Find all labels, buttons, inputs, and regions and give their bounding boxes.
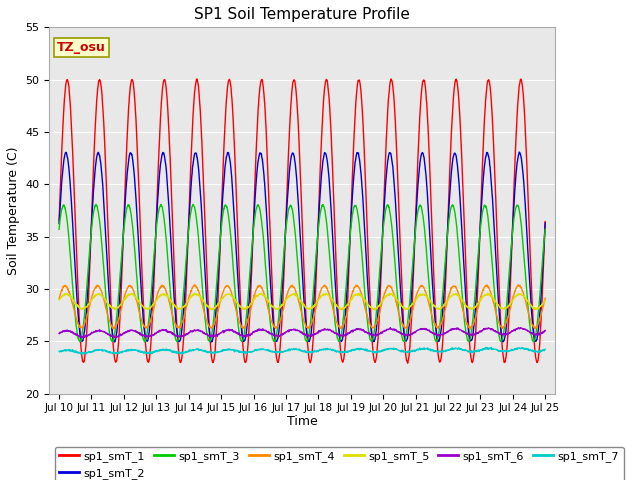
sp1_smT_3 — [141, 339, 148, 345]
sp1_smT_2 — [111, 339, 118, 345]
sp1_smT_5 — [417, 292, 424, 298]
sp1_smT_5 — [484, 290, 492, 296]
sp1_smT_6 — [289, 327, 297, 333]
Legend: sp1_smT_1, sp1_smT_2, sp1_smT_3, sp1_smT_4, sp1_smT_5, sp1_smT_6, sp1_smT_7: sp1_smT_1, sp1_smT_2, sp1_smT_3, sp1_smT… — [55, 447, 623, 480]
sp1_smT_7 — [77, 351, 84, 357]
sp1_smT_1 — [280, 279, 287, 285]
sp1_smT_1 — [417, 99, 424, 105]
sp1_smT_2 — [488, 184, 495, 190]
Line: sp1_smT_7: sp1_smT_7 — [59, 348, 545, 354]
sp1_smT_6 — [515, 325, 522, 331]
sp1_smT_7 — [289, 346, 297, 352]
sp1_smT_6 — [536, 331, 543, 336]
sp1_smT_4 — [109, 326, 117, 332]
sp1_smT_2 — [541, 220, 549, 226]
sp1_smT_6 — [132, 328, 140, 334]
sp1_smT_3 — [55, 227, 63, 232]
sp1_smT_5 — [131, 293, 139, 299]
sp1_smT_5 — [488, 293, 496, 299]
sp1_smT_4 — [488, 293, 495, 299]
Line: sp1_smT_1: sp1_smT_1 — [59, 79, 545, 363]
sp1_smT_7 — [488, 345, 495, 350]
sp1_smT_4 — [132, 293, 140, 299]
sp1_smT_4 — [536, 318, 543, 324]
sp1_smT_3 — [280, 246, 288, 252]
sp1_smT_7 — [280, 349, 288, 355]
sp1_smT_4 — [55, 295, 63, 301]
sp1_smT_7 — [132, 347, 140, 353]
sp1_smT_4 — [515, 282, 522, 288]
sp1_smT_1 — [131, 102, 139, 108]
sp1_smT_3 — [536, 298, 543, 303]
sp1_smT_1 — [536, 344, 543, 350]
sp1_smT_5 — [280, 301, 287, 307]
Text: TZ_osu: TZ_osu — [57, 41, 106, 54]
sp1_smT_6 — [541, 327, 549, 333]
sp1_smT_3 — [417, 203, 424, 209]
sp1_smT_1 — [289, 80, 296, 86]
Y-axis label: Soil Temperature (C): Soil Temperature (C) — [7, 146, 20, 275]
sp1_smT_5 — [371, 307, 378, 313]
X-axis label: Time: Time — [287, 415, 317, 428]
sp1_smT_2 — [289, 151, 297, 156]
sp1_smT_4 — [541, 295, 549, 301]
sp1_smT_6 — [55, 331, 63, 336]
sp1_smT_5 — [289, 292, 296, 298]
sp1_smT_2 — [132, 186, 140, 192]
sp1_smT_3 — [189, 202, 197, 207]
sp1_smT_5 — [536, 304, 543, 310]
sp1_smT_1 — [488, 108, 496, 114]
sp1_smT_4 — [280, 304, 288, 310]
sp1_smT_6 — [280, 331, 288, 336]
sp1_smT_2 — [515, 149, 523, 155]
sp1_smT_5 — [541, 298, 549, 303]
sp1_smT_1 — [404, 360, 412, 366]
sp1_smT_6 — [488, 326, 495, 332]
sp1_smT_3 — [541, 227, 549, 232]
sp1_smT_2 — [280, 258, 288, 264]
Line: sp1_smT_4: sp1_smT_4 — [59, 285, 545, 329]
sp1_smT_4 — [289, 284, 297, 290]
sp1_smT_1 — [387, 76, 395, 82]
sp1_smT_6 — [111, 335, 119, 341]
sp1_smT_3 — [131, 251, 139, 257]
sp1_smT_7 — [536, 348, 543, 354]
sp1_smT_7 — [488, 347, 496, 352]
Line: sp1_smT_3: sp1_smT_3 — [59, 204, 545, 342]
Line: sp1_smT_6: sp1_smT_6 — [59, 328, 545, 338]
Line: sp1_smT_2: sp1_smT_2 — [59, 152, 545, 342]
sp1_smT_2 — [55, 221, 63, 227]
sp1_smT_4 — [417, 284, 424, 289]
sp1_smT_7 — [541, 347, 549, 352]
sp1_smT_1 — [55, 218, 63, 224]
Title: SP1 Soil Temperature Profile: SP1 Soil Temperature Profile — [194, 7, 410, 22]
sp1_smT_5 — [55, 297, 63, 303]
sp1_smT_1 — [541, 219, 549, 225]
sp1_smT_7 — [417, 347, 424, 353]
sp1_smT_3 — [289, 214, 297, 220]
sp1_smT_2 — [536, 316, 543, 322]
Line: sp1_smT_5: sp1_smT_5 — [59, 293, 545, 310]
sp1_smT_2 — [417, 157, 424, 163]
sp1_smT_3 — [488, 257, 496, 263]
sp1_smT_7 — [55, 348, 63, 354]
sp1_smT_6 — [417, 326, 424, 332]
